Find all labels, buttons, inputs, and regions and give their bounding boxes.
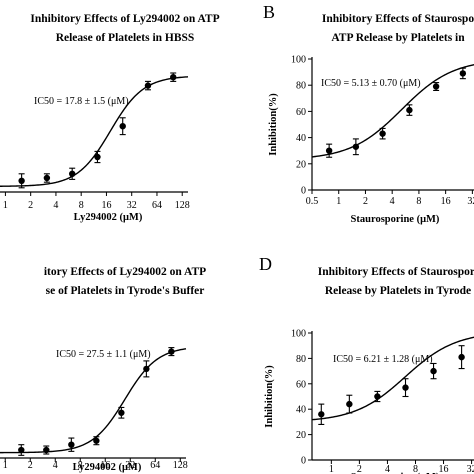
x-tick-label: 1 xyxy=(329,464,334,474)
data-point xyxy=(459,70,467,77)
data-point xyxy=(18,446,25,454)
chart-title-line: Inhibitory Effects of Ly294002 on ATP xyxy=(30,13,219,25)
chart-panel-3: itory Effects of Ly294002 on ATP se of Pl… xyxy=(0,266,206,473)
fit-curve xyxy=(0,76,189,187)
fit-curve xyxy=(311,336,474,421)
data-point xyxy=(43,174,51,182)
x-tick-label: 16 xyxy=(441,196,451,207)
x-tick-label: 2 xyxy=(28,460,33,471)
x-tick-label: 8 xyxy=(416,196,421,207)
x-axis-label: Staurosporine (μM) xyxy=(351,214,440,225)
panel-label: D xyxy=(259,254,272,274)
y-tick-label: 0 xyxy=(301,186,306,197)
data-point xyxy=(118,409,125,416)
data-point xyxy=(458,353,465,361)
fit-curve xyxy=(311,64,474,158)
panel-label: B xyxy=(263,2,275,22)
x-axis-label: Ly294002 (μM) xyxy=(73,462,142,473)
ic50-annotation: IC50 = 5.13 ± 0.70 (μM) xyxy=(321,78,421,89)
data-point xyxy=(430,367,437,375)
x-tick-label: 16 xyxy=(100,460,110,471)
y-tick-label: 60 xyxy=(296,379,306,390)
chart-title-line: itory Effects of Ly294002 on ATP xyxy=(44,266,206,278)
x-tick-label: 128 xyxy=(175,200,190,211)
y-tick-label: 80 xyxy=(296,354,306,365)
chart-title-line: se of Platelets in Tyrode's Buffer xyxy=(46,285,205,297)
x-tick-label: 32 xyxy=(467,464,474,474)
y-tick-label: 0 xyxy=(301,456,306,467)
data-point xyxy=(68,441,75,448)
data-point xyxy=(402,384,409,391)
y-tick-label: 60 xyxy=(296,107,306,118)
x-tick-label: 2 xyxy=(363,196,368,207)
data-point xyxy=(18,177,25,184)
x-tick-label: 128 xyxy=(173,460,188,471)
y-tick-label: 100 xyxy=(291,329,306,340)
data-point xyxy=(144,82,152,89)
data-point xyxy=(325,147,333,154)
ic50-annotation: IC50 = 17.8 ± 1.5 (μM) xyxy=(34,96,129,107)
chart-title-line: Release of Platelets in HBSS xyxy=(56,32,195,44)
x-tick-label: 2 xyxy=(28,200,33,211)
y-tick-label: 40 xyxy=(296,405,306,416)
y-axis-label: Inhibition(%) xyxy=(264,365,275,428)
x-tick-label: 8 xyxy=(79,200,84,211)
data-point xyxy=(43,446,50,454)
data-point xyxy=(68,170,76,177)
x-tick-label: 16 xyxy=(439,464,449,474)
y-tick-label: 40 xyxy=(296,133,306,144)
ic50-annotation: IC50 = 6.21 ± 1.28 (μM) xyxy=(333,354,433,365)
chart-title-line: Inhibitory Effects of Staurospori xyxy=(318,266,474,278)
x-tick-label: 8 xyxy=(78,460,83,471)
x-tick-label: 4 xyxy=(53,200,58,211)
x-tick-label: 1 xyxy=(336,196,341,207)
data-point xyxy=(143,365,150,373)
y-tick-label: 80 xyxy=(296,81,306,92)
data-point xyxy=(170,74,177,81)
data-point xyxy=(379,130,386,137)
x-axis-label: Ly294002 (μM) xyxy=(74,212,143,223)
chart-panel-1: Inhibitory Effects of Ly294002 on ATP Rel… xyxy=(0,13,220,223)
x-tick-label: 32 xyxy=(125,460,135,471)
fit-curve xyxy=(0,348,187,454)
x-tick-label: 2 xyxy=(357,464,362,474)
chart-title-line: ATP Release by Platelets in xyxy=(331,32,465,44)
x-tick-label: 64 xyxy=(152,200,162,211)
x-tick-label: 32 xyxy=(127,200,137,211)
data-point xyxy=(346,400,353,408)
x-tick-label: 1 xyxy=(3,460,8,471)
x-tick-label: 8 xyxy=(413,464,418,474)
x-tick-label: 0.5 xyxy=(306,196,319,207)
x-tick-label: 1 xyxy=(3,200,8,211)
data-point xyxy=(168,348,175,355)
y-axis-label: Inhibition(%) xyxy=(268,93,279,156)
data-point xyxy=(406,106,413,114)
x-tick-label: 16 xyxy=(101,200,111,211)
chart-panel-4: Inhibitory Effects of Staurospori Release… xyxy=(259,254,474,474)
y-tick-label: 100 xyxy=(291,55,306,66)
x-tick-label: 4 xyxy=(53,460,58,471)
y-tick-label: 20 xyxy=(296,159,306,170)
x-tick-label: 4 xyxy=(390,196,395,207)
x-tick-label: 32 xyxy=(467,196,474,207)
x-tick-label: 4 xyxy=(385,464,390,474)
chart-title-line: Release by Platelets in Tyrode xyxy=(325,285,471,297)
data-point xyxy=(318,411,325,418)
data-point xyxy=(432,83,440,90)
data-point xyxy=(374,393,381,400)
data-point xyxy=(94,153,101,161)
y-tick-label: 20 xyxy=(296,430,306,441)
chart-title-line: Inhibitory Effects of Staurospo xyxy=(322,13,474,25)
data-point xyxy=(119,123,126,130)
x-tick-label: 64 xyxy=(150,460,160,471)
data-point xyxy=(352,143,360,150)
data-point xyxy=(93,437,100,444)
ic50-annotation: IC50 = 27.5 ± 1.1 (μM) xyxy=(56,349,151,360)
x-axis-label: Staurosporine (μM) xyxy=(351,472,440,474)
chart-panel-2: Inhibitory Effects of Staurospo ATP Relea… xyxy=(263,2,474,225)
